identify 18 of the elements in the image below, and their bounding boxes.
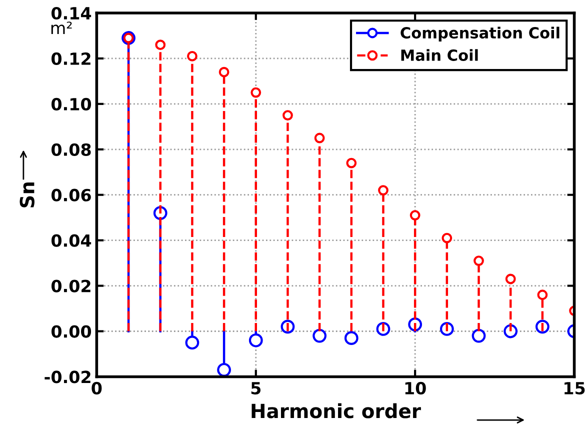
y-tick-label: 0.12	[52, 52, 90, 66]
y-tick-label: 0.04	[52, 234, 92, 247]
y-tick-label: 0.00	[52, 325, 92, 338]
x-tick-label: 10	[405, 382, 426, 394]
x-axis-title: Harmonic order	[252, 403, 421, 418]
y-tick-label: 0.06	[52, 188, 91, 202]
x-tick-label: 5	[251, 382, 261, 394]
text: m²	[51, 22, 72, 34]
x-tick-label: 0	[92, 382, 102, 394]
y-tick-label: 0.10	[52, 98, 92, 110]
x-tick-label: 15	[564, 382, 585, 394]
y-tick-label: 0.02	[52, 280, 90, 292]
y-tick-label: 0.14	[52, 6, 92, 20]
legend-label: Compensation Coil	[400, 26, 560, 42]
y-axis-title: Sn	[20, 182, 34, 208]
legend-label: Main Coil	[401, 49, 478, 61]
y-tick-label: -0.02	[44, 370, 90, 384]
y-tick-label: 0.08	[52, 143, 91, 156]
